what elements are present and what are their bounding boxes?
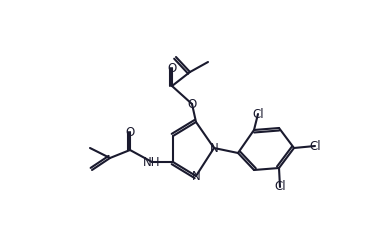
Text: O: O — [125, 126, 135, 138]
Text: N: N — [192, 169, 201, 182]
Text: O: O — [167, 61, 177, 74]
Text: NH: NH — [143, 156, 161, 168]
Text: N: N — [210, 142, 218, 155]
Text: Cl: Cl — [274, 180, 286, 193]
Text: Cl: Cl — [309, 139, 321, 152]
Text: O: O — [187, 97, 197, 110]
Text: Cl: Cl — [252, 108, 264, 120]
